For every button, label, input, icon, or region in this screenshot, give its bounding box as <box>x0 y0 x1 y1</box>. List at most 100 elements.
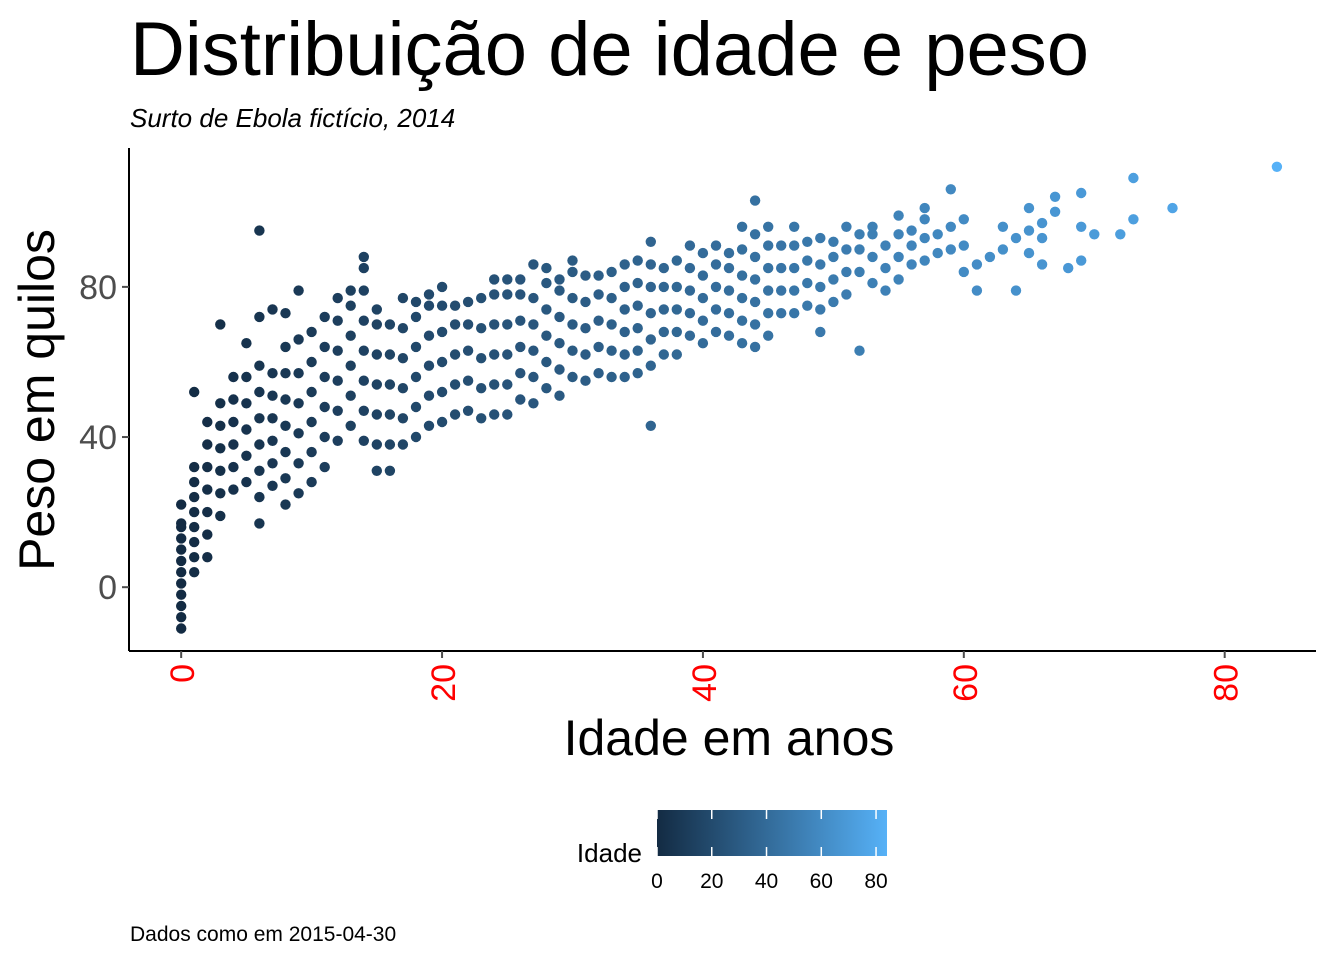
data-point <box>319 431 330 443</box>
data-point <box>358 405 369 416</box>
data-point <box>189 491 200 503</box>
data-point <box>254 311 265 323</box>
data-point <box>215 420 226 431</box>
data-point <box>841 289 852 300</box>
data-point <box>1076 255 1087 266</box>
chart-caption: Dados como em 2015-04-30 <box>130 923 396 946</box>
data-point <box>632 323 643 334</box>
data-point <box>893 251 904 263</box>
data-point <box>202 461 213 473</box>
data-point <box>736 270 748 281</box>
data-point <box>267 368 278 379</box>
data-point <box>736 315 748 326</box>
data-point <box>345 285 356 296</box>
data-point <box>384 319 396 330</box>
data-point <box>802 255 813 266</box>
data-point <box>280 368 291 379</box>
data-point <box>749 229 761 240</box>
data-point <box>763 240 774 251</box>
data-point <box>436 356 448 368</box>
data-point <box>658 281 669 293</box>
data-point <box>306 386 317 398</box>
data-point <box>410 371 422 383</box>
data-point <box>241 450 252 461</box>
data-point <box>293 334 304 345</box>
data-point <box>815 304 826 315</box>
data-point <box>345 330 356 341</box>
data-point <box>645 360 656 371</box>
data-point <box>658 349 669 360</box>
data-point <box>449 349 461 360</box>
data-point <box>371 465 382 476</box>
data-point <box>202 484 213 495</box>
data-point <box>176 533 187 544</box>
data-point <box>749 296 761 308</box>
data-point <box>880 262 891 274</box>
data-point <box>436 281 448 293</box>
data-point <box>358 285 369 296</box>
data-point <box>749 274 761 285</box>
data-point <box>489 409 500 420</box>
data-point <box>776 262 787 274</box>
data-point <box>476 353 487 364</box>
data-point <box>919 255 930 266</box>
data-point <box>958 266 969 278</box>
data-point <box>449 379 461 390</box>
data-point <box>189 506 200 518</box>
data-point <box>306 356 317 368</box>
data-point <box>489 319 500 330</box>
data-point <box>423 360 435 371</box>
data-point <box>176 589 187 600</box>
data-point <box>776 240 787 251</box>
data-point <box>593 368 604 379</box>
data-point <box>815 232 826 244</box>
data-point <box>176 623 187 634</box>
data-point <box>671 304 682 315</box>
legend-tick-label: 20 <box>700 870 723 893</box>
data-point <box>345 300 356 311</box>
data-point <box>436 386 448 398</box>
data-point <box>332 375 343 386</box>
data-point <box>971 285 983 296</box>
data-point <box>306 446 317 458</box>
data-point <box>554 364 565 375</box>
data-point <box>423 330 435 341</box>
data-point <box>345 390 356 401</box>
data-point <box>541 262 552 274</box>
y-tick-label: 0 <box>98 569 117 607</box>
data-point <box>645 236 656 247</box>
data-point <box>763 262 774 274</box>
data-point <box>254 360 265 371</box>
data-point <box>828 274 839 285</box>
data-point <box>228 394 239 405</box>
data-point <box>176 600 187 612</box>
data-point <box>215 398 226 409</box>
data-point <box>567 255 578 266</box>
data-point <box>410 341 422 353</box>
data-point <box>515 368 526 379</box>
data-point <box>893 229 904 240</box>
data-point <box>880 240 891 251</box>
data-point <box>254 465 265 476</box>
data-point <box>462 405 474 416</box>
data-point <box>293 398 304 409</box>
data-point <box>436 416 448 428</box>
data-point <box>606 345 617 356</box>
data-point <box>319 341 330 353</box>
data-point <box>358 345 369 356</box>
data-point <box>867 277 878 289</box>
data-point <box>671 326 682 338</box>
data-point <box>371 319 382 330</box>
data-point <box>423 300 435 311</box>
data-point <box>436 326 448 338</box>
data-point <box>632 368 643 379</box>
data-point <box>176 612 187 623</box>
data-point <box>228 371 239 383</box>
data-point <box>828 236 839 247</box>
data-point <box>697 338 709 349</box>
x-tick-label: 0 <box>164 664 202 683</box>
data-point <box>332 315 343 326</box>
data-point <box>567 266 578 278</box>
data-point <box>397 413 409 424</box>
